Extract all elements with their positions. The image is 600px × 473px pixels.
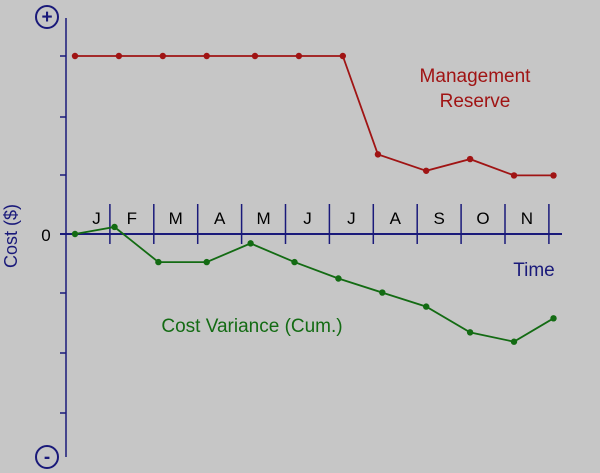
series-line (75, 55, 554, 177)
data-point (374, 151, 382, 158)
data-point (550, 315, 557, 322)
data-point (339, 52, 346, 60)
y-axis-title: Cost ($) (1, 204, 21, 268)
month-label: N (521, 209, 533, 228)
data-point (155, 258, 162, 266)
minus-sign: - (44, 447, 50, 468)
data-point (159, 52, 166, 60)
data-point (291, 258, 298, 266)
x-axis-title: Time (513, 260, 555, 281)
zero-label: 0 (41, 226, 50, 245)
data-point (203, 52, 210, 60)
series-layer (71, 52, 557, 345)
data-point (510, 338, 518, 345)
series-cost-variance (71, 223, 557, 345)
data-point (295, 52, 303, 60)
month-label: M (256, 209, 270, 228)
data-point (111, 223, 118, 231)
month-label: A (214, 209, 226, 228)
plus-sign: + (41, 7, 52, 28)
data-point (247, 240, 254, 247)
data-point (550, 172, 557, 179)
data-point (423, 167, 430, 174)
data-point (203, 258, 210, 266)
data-point (423, 303, 430, 310)
month-label: F (127, 209, 137, 228)
data-point (466, 329, 474, 336)
data-point (71, 52, 79, 60)
series-label: Reserve (440, 91, 511, 112)
data-point (71, 230, 79, 238)
month-label: S (433, 209, 444, 228)
month-label: O (476, 209, 489, 228)
month-label: J (92, 209, 101, 228)
month-label: A (390, 209, 402, 228)
data-point (251, 52, 259, 60)
minus-marker: - (35, 445, 59, 469)
plus-marker: + (35, 5, 59, 29)
axes (60, 18, 562, 457)
month-label: J (303, 209, 312, 228)
series-label: Management (420, 66, 532, 87)
data-point (466, 155, 474, 163)
data-point (379, 289, 386, 296)
labels: + - 0 Cost ($) Time Management Reserve Cost Var… (1, 5, 555, 469)
month-label: J (347, 209, 356, 228)
series-management-reserve (71, 52, 557, 179)
plus-circle (35, 5, 59, 29)
month-label: M (169, 209, 183, 228)
series-label: Cost Variance (Cum.) (161, 316, 342, 337)
data-point (510, 172, 518, 179)
series-line (74, 226, 554, 343)
data-point (335, 275, 342, 282)
minus-circle (35, 445, 59, 469)
data-point (115, 52, 123, 60)
